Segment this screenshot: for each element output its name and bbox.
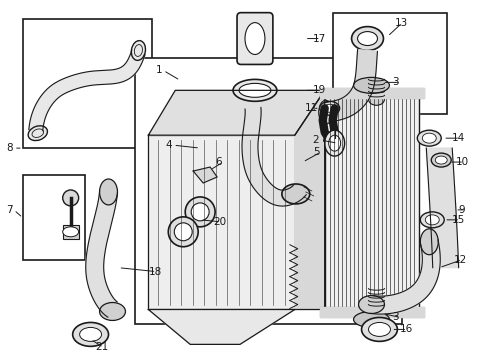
Ellipse shape <box>100 179 117 205</box>
Polygon shape <box>148 90 324 135</box>
Text: 20: 20 <box>213 217 226 227</box>
Polygon shape <box>324 92 419 310</box>
Ellipse shape <box>420 212 443 228</box>
Ellipse shape <box>318 100 332 124</box>
Bar <box>319 88 424 98</box>
Text: 1: 1 <box>155 66 162 76</box>
FancyBboxPatch shape <box>237 13 272 64</box>
Polygon shape <box>325 50 377 122</box>
Ellipse shape <box>319 101 339 115</box>
Polygon shape <box>319 88 424 98</box>
Text: 5: 5 <box>312 147 319 157</box>
Ellipse shape <box>434 156 447 164</box>
Ellipse shape <box>131 41 145 60</box>
Polygon shape <box>148 135 294 310</box>
Ellipse shape <box>323 104 335 112</box>
Ellipse shape <box>422 133 435 143</box>
Text: 16: 16 <box>399 324 412 334</box>
Ellipse shape <box>353 77 388 93</box>
Bar <box>324 92 419 310</box>
Text: 3: 3 <box>392 312 398 323</box>
Text: 3: 3 <box>392 77 398 87</box>
Ellipse shape <box>62 190 79 206</box>
Ellipse shape <box>80 328 102 341</box>
Ellipse shape <box>368 301 384 312</box>
Ellipse shape <box>361 318 397 341</box>
Ellipse shape <box>358 296 384 314</box>
Polygon shape <box>426 148 458 268</box>
Ellipse shape <box>353 311 388 328</box>
Text: 13: 13 <box>394 18 407 28</box>
Ellipse shape <box>239 84 270 97</box>
Bar <box>148 135 294 310</box>
Ellipse shape <box>281 184 309 204</box>
Ellipse shape <box>62 227 79 237</box>
Ellipse shape <box>191 203 209 221</box>
Bar <box>135 58 402 324</box>
Text: 7: 7 <box>6 205 13 215</box>
Polygon shape <box>369 240 439 314</box>
Text: 9: 9 <box>457 205 464 215</box>
Bar <box>332 13 447 114</box>
Polygon shape <box>85 191 117 317</box>
Ellipse shape <box>420 229 437 255</box>
Ellipse shape <box>28 126 47 140</box>
Bar <box>23 19 152 148</box>
Text: 17: 17 <box>312 33 325 44</box>
Ellipse shape <box>100 302 125 320</box>
Ellipse shape <box>425 215 438 225</box>
Ellipse shape <box>244 23 264 54</box>
Ellipse shape <box>324 130 344 156</box>
Polygon shape <box>29 50 145 131</box>
Ellipse shape <box>174 223 192 241</box>
Text: 12: 12 <box>453 255 467 265</box>
Ellipse shape <box>368 323 389 336</box>
Text: 8: 8 <box>6 143 13 153</box>
Polygon shape <box>294 90 324 310</box>
Text: 6: 6 <box>215 157 221 167</box>
Polygon shape <box>148 310 294 345</box>
Ellipse shape <box>368 93 384 105</box>
Ellipse shape <box>185 197 215 227</box>
Text: 10: 10 <box>455 157 468 167</box>
Ellipse shape <box>168 217 198 247</box>
Polygon shape <box>242 108 305 206</box>
Ellipse shape <box>416 130 440 146</box>
Text: 2: 2 <box>312 135 319 145</box>
Polygon shape <box>193 167 217 183</box>
Text: 11: 11 <box>304 103 317 113</box>
Text: 21: 21 <box>95 342 109 352</box>
Ellipse shape <box>323 135 339 145</box>
Bar <box>62 225 79 239</box>
Ellipse shape <box>351 27 383 50</box>
Ellipse shape <box>328 135 340 151</box>
Polygon shape <box>319 306 424 318</box>
Text: 4: 4 <box>165 140 172 150</box>
Text: 19: 19 <box>312 85 325 95</box>
Text: 14: 14 <box>451 133 465 143</box>
Ellipse shape <box>430 153 450 167</box>
Ellipse shape <box>233 80 276 101</box>
Text: 18: 18 <box>148 267 162 276</box>
Bar <box>319 306 424 318</box>
Bar <box>23 175 84 260</box>
Text: 15: 15 <box>451 215 465 225</box>
Ellipse shape <box>357 32 377 45</box>
Ellipse shape <box>73 323 108 346</box>
